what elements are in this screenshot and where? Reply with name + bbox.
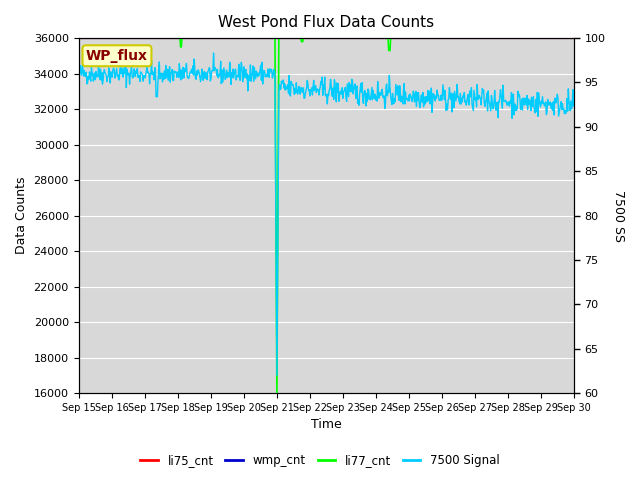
Legend: li75_cnt, wmp_cnt, li77_cnt, 7500 Signal: li75_cnt, wmp_cnt, li77_cnt, 7500 Signal bbox=[136, 449, 504, 472]
Y-axis label: Data Counts: Data Counts bbox=[15, 177, 28, 254]
Text: WP_flux: WP_flux bbox=[86, 49, 148, 63]
Y-axis label: 7500 SS: 7500 SS bbox=[612, 190, 625, 241]
Title: West Pond Flux Data Counts: West Pond Flux Data Counts bbox=[218, 15, 435, 30]
X-axis label: Time: Time bbox=[311, 419, 342, 432]
